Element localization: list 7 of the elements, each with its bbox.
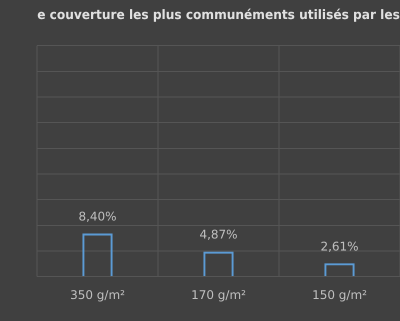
x-tick-label: 170 g/m² [191, 288, 246, 302]
data-label: 2,61% [320, 239, 359, 254]
chart-title: e couverture les plus communéments utilisés par les [37, 6, 400, 22]
x-tick-label: 150 g/m² [312, 288, 368, 302]
data-label: 4,87% [199, 228, 238, 242]
data-label: 8,40% [78, 210, 117, 224]
x-tick-label: 350 g/m² [70, 288, 126, 302]
